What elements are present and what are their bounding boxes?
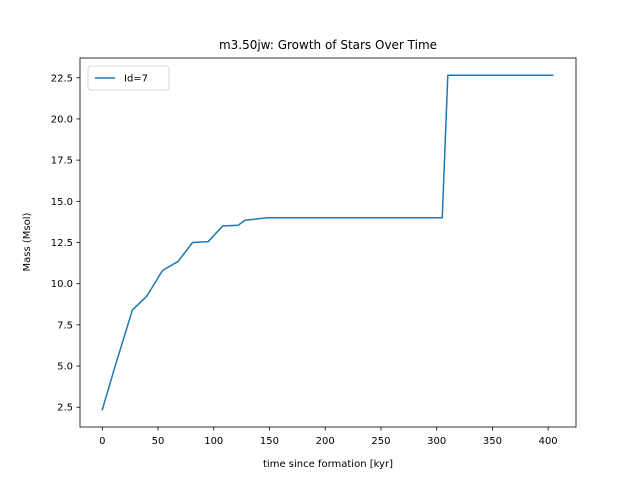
legend-box (87, 65, 170, 91)
y-tick-label: 5.0 (57, 362, 73, 373)
x-tick-label: 0 (99, 436, 105, 447)
y-tick-label: 15.0 (51, 197, 73, 208)
x-tick-label: 400 (539, 436, 558, 447)
y-tick-label: 22.5 (51, 73, 73, 84)
legend: Id=7 (87, 65, 170, 91)
y-axis-label: Mass (Msol) (22, 212, 33, 271)
chart-title: m3.50jw: Growth of Stars Over Time (219, 38, 437, 52)
x-tick-label: 100 (204, 436, 223, 447)
legend-label: Id=7 (124, 74, 148, 85)
x-tick-label: 300 (427, 436, 446, 447)
x-tick-label: 350 (483, 436, 502, 447)
x-tick-label: 250 (371, 436, 390, 447)
plot-area (101, 74, 554, 411)
y-tick-label: 12.5 (51, 238, 73, 249)
x-tick-label: 150 (260, 436, 279, 447)
x-axis-label: time since formation [kyr] (263, 459, 393, 470)
y-tick-label: 10.0 (51, 279, 73, 290)
y-tick-label: 7.5 (57, 320, 73, 331)
y-tick-label: 2.5 (57, 403, 73, 414)
y-tick-label: 17.5 (51, 156, 73, 167)
series-line-0 (101, 74, 554, 411)
y-tick-label: 20.0 (51, 114, 73, 125)
x-tick-label: 200 (316, 436, 335, 447)
axis-ticks: 0 50 100 150 200 250 300 350 400 2.5 5.0 7.5 10.0 12.… (51, 73, 558, 447)
x-tick-label: 50 (152, 436, 165, 447)
